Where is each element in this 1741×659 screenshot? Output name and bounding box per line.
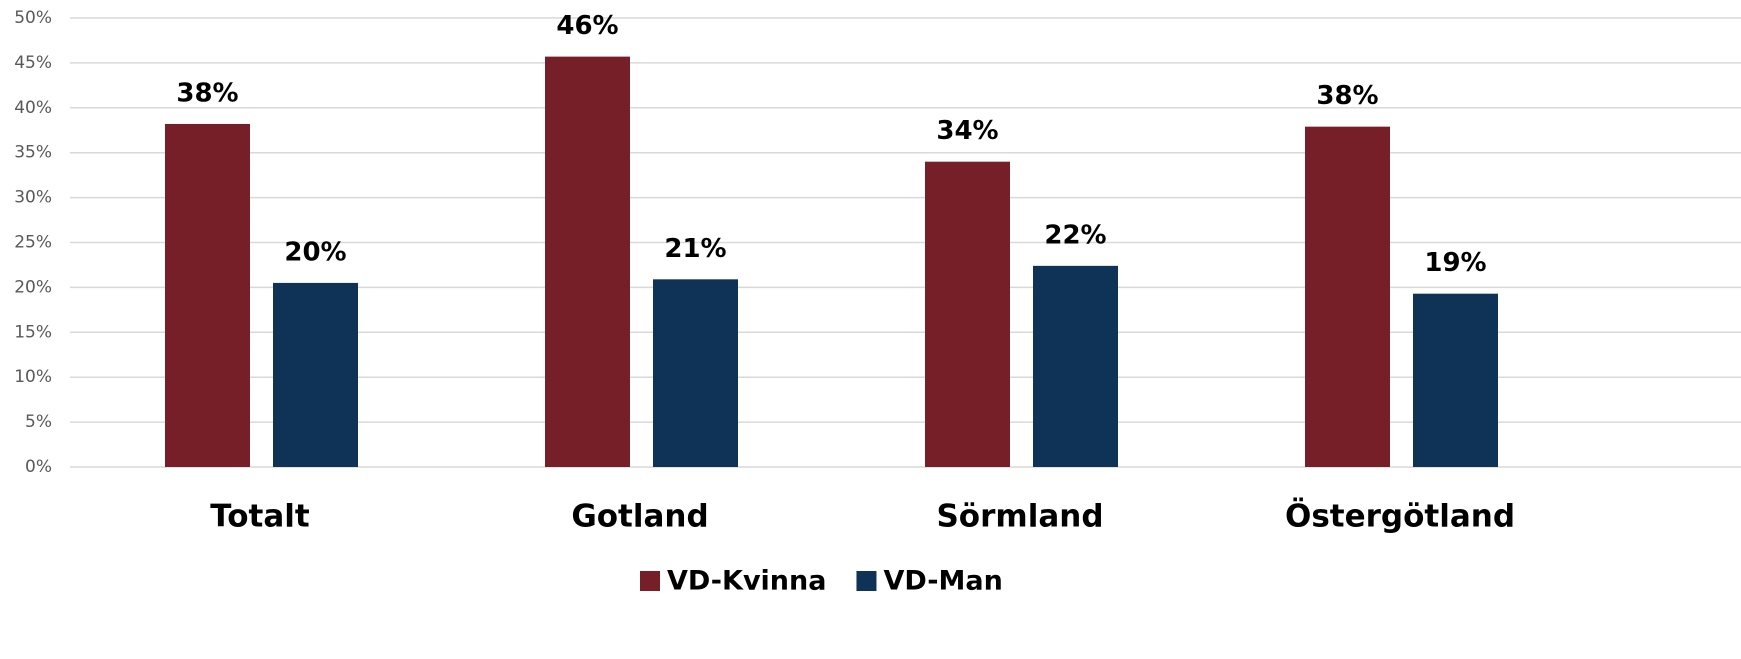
bar — [545, 56, 630, 467]
y-tick-label: 5% — [25, 412, 52, 432]
data-label: 22% — [1044, 220, 1106, 250]
bar — [1033, 265, 1118, 467]
data-label: 34% — [936, 116, 998, 146]
y-tick-label: 35% — [14, 143, 52, 163]
y-tick-label: 0% — [25, 457, 52, 477]
data-label: 19% — [1424, 248, 1486, 278]
y-tick-label: 10% — [14, 367, 52, 387]
x-tick-label: Östergötland — [1285, 498, 1515, 535]
data-label: 46% — [556, 11, 618, 41]
bar — [273, 282, 358, 467]
legend-label: VD-Man — [883, 566, 1002, 597]
y-tick-label: 40% — [14, 98, 52, 118]
y-tick-label: 50% — [14, 8, 52, 28]
y-tick-label: 45% — [14, 53, 52, 73]
bar — [1413, 293, 1498, 467]
y-tick-label: 15% — [14, 322, 52, 342]
data-label: 20% — [284, 237, 346, 267]
y-tick-label: 20% — [14, 277, 52, 297]
y-tick-label: 25% — [14, 233, 52, 253]
data-label: 38% — [1316, 81, 1378, 111]
bar — [925, 161, 1010, 467]
x-tick-label: Gotland — [571, 499, 708, 535]
x-tick-label: Sörmland — [936, 499, 1103, 535]
bar — [165, 123, 250, 468]
y-tick-label: 30% — [14, 188, 52, 208]
legend-label: VD-Kvinna — [667, 566, 826, 597]
bar — [653, 279, 738, 467]
x-tick-label: Totalt — [210, 499, 310, 535]
legend-swatch — [640, 571, 660, 591]
bar — [1305, 126, 1390, 468]
data-label: 38% — [176, 78, 238, 108]
data-label: 21% — [664, 234, 726, 264]
legend-swatch — [856, 571, 877, 591]
